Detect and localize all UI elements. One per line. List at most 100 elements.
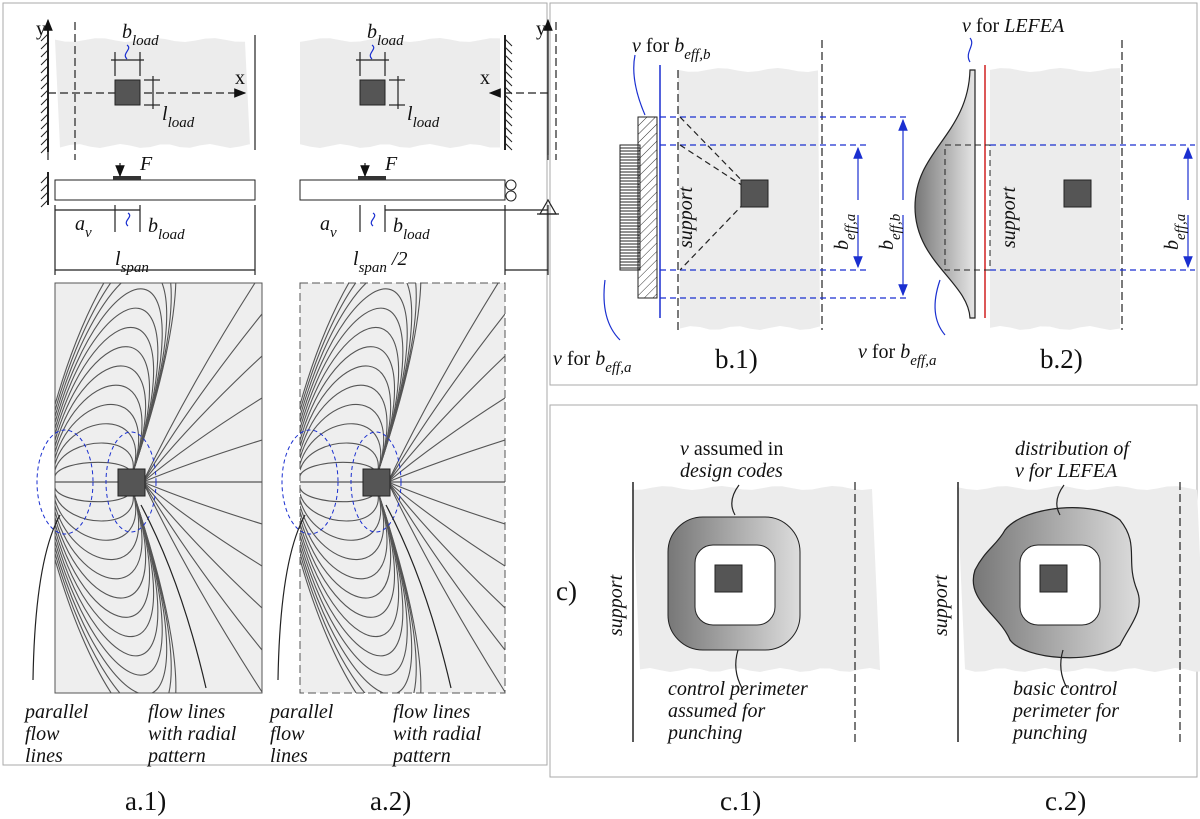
line [41, 82, 48, 89]
label: pattern [146, 745, 206, 767]
label: x [235, 67, 245, 89]
line [41, 106, 48, 113]
label-part: LEFEA [1003, 15, 1065, 37]
line [505, 111, 512, 118]
label: support [675, 186, 697, 248]
leader [126, 213, 129, 226]
load-square [741, 180, 768, 207]
label: flow [270, 723, 305, 745]
label: parallel [23, 701, 89, 723]
line [41, 130, 48, 137]
label: c.2) [1045, 786, 1086, 816]
load-square [118, 469, 145, 496]
label: support [998, 186, 1020, 248]
line [41, 98, 48, 105]
leader [935, 280, 945, 335]
label-part: b [148, 215, 158, 237]
label: b.1) [715, 344, 758, 374]
label-part: for [971, 15, 1004, 37]
line [41, 74, 48, 81]
figure: yxbloadlloadFavbloadlspanparallelflowlin… [0, 0, 1200, 819]
label: assumed for [668, 700, 765, 722]
label: beff,b [876, 213, 904, 250]
label: punching [666, 722, 742, 744]
label-part: span [359, 260, 387, 276]
line [505, 95, 512, 102]
line [505, 79, 512, 86]
load-square [115, 80, 140, 105]
line [41, 138, 48, 145]
label-part: span [121, 260, 149, 276]
label: lspan [115, 248, 149, 276]
label: parallel [268, 701, 334, 723]
load-square [360, 80, 385, 105]
line [41, 146, 48, 153]
label-part: load [132, 33, 159, 49]
label: v assumed in [680, 438, 783, 460]
label: v for LEFEA [1015, 460, 1118, 482]
label: lines [270, 745, 308, 767]
label-part: eff,a [1173, 214, 1189, 240]
label: F [384, 153, 398, 175]
label-part: load [413, 115, 440, 131]
label: support [930, 574, 952, 636]
load-square [715, 565, 742, 592]
label-part: v [85, 225, 92, 241]
label: basic control [1013, 678, 1118, 700]
label-part: v [330, 225, 337, 241]
label: F [139, 153, 153, 175]
stress-block [620, 145, 640, 270]
leader [634, 55, 645, 115]
line [41, 200, 48, 207]
load-plate [358, 176, 386, 180]
leader [968, 38, 971, 62]
beam [55, 180, 255, 200]
label: control perimeter [668, 678, 808, 700]
line [505, 71, 512, 78]
label-part: b [1161, 240, 1183, 250]
label-part: b [831, 240, 853, 250]
label-part: v [962, 15, 971, 37]
label-part: load [158, 227, 185, 243]
label-part: assumed in [689, 438, 783, 460]
line [505, 63, 512, 70]
label-part: b [674, 35, 684, 57]
load-square [1064, 180, 1091, 207]
line [41, 192, 48, 199]
label-part: v [632, 35, 641, 57]
label: bload [393, 215, 430, 243]
label: v for beff,a [858, 341, 936, 369]
label-part: b [393, 215, 403, 237]
label: y [536, 18, 546, 40]
label: a.1) [125, 786, 166, 816]
load-plate [113, 176, 141, 180]
label: with radial [393, 723, 482, 745]
label: perimeter for [1011, 700, 1119, 722]
line [41, 176, 48, 183]
label: av [75, 213, 92, 241]
label-part: /2 [387, 248, 408, 270]
line [41, 50, 48, 57]
label: c) [556, 576, 577, 606]
line [41, 114, 48, 121]
load-square [1040, 565, 1067, 592]
label: beff,a [1161, 214, 1189, 250]
label: flow lines [393, 701, 470, 723]
roller [506, 191, 516, 201]
line [505, 127, 512, 134]
line [41, 42, 48, 49]
line [505, 135, 512, 142]
label-part: a [320, 213, 330, 235]
stress-block [638, 117, 657, 298]
line [505, 39, 512, 46]
label-part: for [867, 341, 900, 363]
label: flow [25, 723, 60, 745]
line [41, 90, 48, 97]
line [505, 47, 512, 54]
label-part: v [553, 348, 562, 370]
label-part: eff,b [684, 47, 711, 63]
label-part: v [858, 341, 867, 363]
label: lines [25, 745, 63, 767]
line [505, 55, 512, 62]
label: y [36, 18, 46, 40]
